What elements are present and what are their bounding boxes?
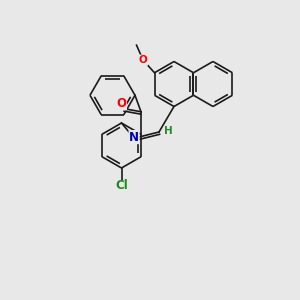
Text: H: H bbox=[164, 125, 173, 136]
Text: N: N bbox=[129, 130, 139, 144]
Text: Cl: Cl bbox=[115, 179, 128, 192]
Text: O: O bbox=[116, 97, 127, 110]
Text: O: O bbox=[139, 55, 148, 65]
